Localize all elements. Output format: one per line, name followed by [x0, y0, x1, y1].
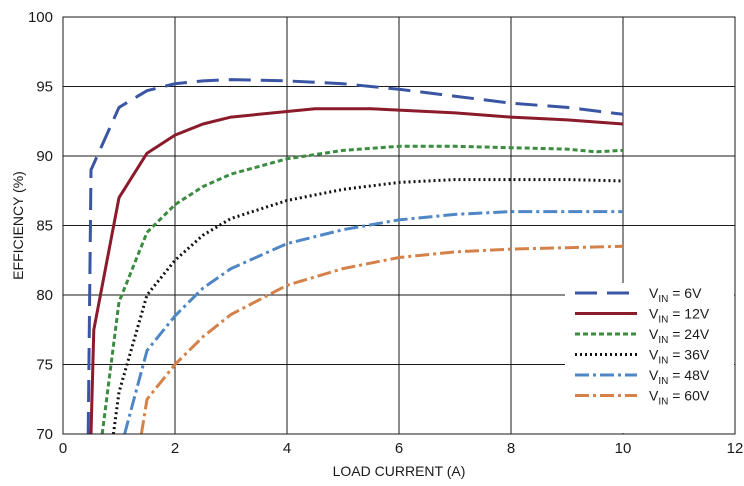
plot-frame [62, 16, 736, 435]
y-tick-label: 90 [36, 148, 53, 165]
legend-label-3: VIN = 36V [649, 347, 710, 367]
legend-label-4: VIN = 48V [649, 367, 710, 387]
x-tick-label: 0 [59, 440, 67, 457]
x-tick-label: 4 [283, 440, 291, 457]
y-tick-label: 80 [36, 287, 53, 304]
legend-box [565, 283, 734, 433]
legend-label-0: VIN = 6V [649, 285, 702, 305]
x-tick-label: 6 [395, 440, 403, 457]
y-tick-labels: 70 75 80 85 90 95 100 [28, 9, 53, 443]
y-tick-label: 70 [36, 426, 53, 443]
x-axis-title: LOAD CURRENT (A) [333, 463, 466, 479]
legend-label-5: VIN = 60V [649, 388, 710, 408]
legend-label-2: VIN = 24V [649, 326, 710, 346]
y-tick-label: 100 [28, 9, 53, 26]
legend-label-1: VIN = 12V [649, 306, 710, 326]
y-axis-title: EFFICIENCY (%) [10, 171, 26, 280]
series-line-5 [139, 244, 624, 435]
series-line-1 [89, 107, 624, 435]
x-tick-label: 8 [507, 440, 515, 457]
series-line-3 [111, 178, 624, 435]
series-line-4 [123, 210, 623, 435]
series-line-2 [100, 144, 624, 435]
x-tick-label: 12 [727, 440, 744, 457]
y-tick-label: 95 [36, 79, 53, 96]
x-tick-label: 2 [171, 440, 179, 457]
x-tick-label: 10 [615, 440, 632, 457]
y-tick-label: 75 [36, 357, 53, 374]
y-tick-label: 85 [36, 218, 53, 235]
series-lines [86, 78, 624, 435]
x-tick-labels: 0 2 4 6 8 10 12 [59, 440, 744, 457]
series-line-0 [86, 78, 624, 435]
